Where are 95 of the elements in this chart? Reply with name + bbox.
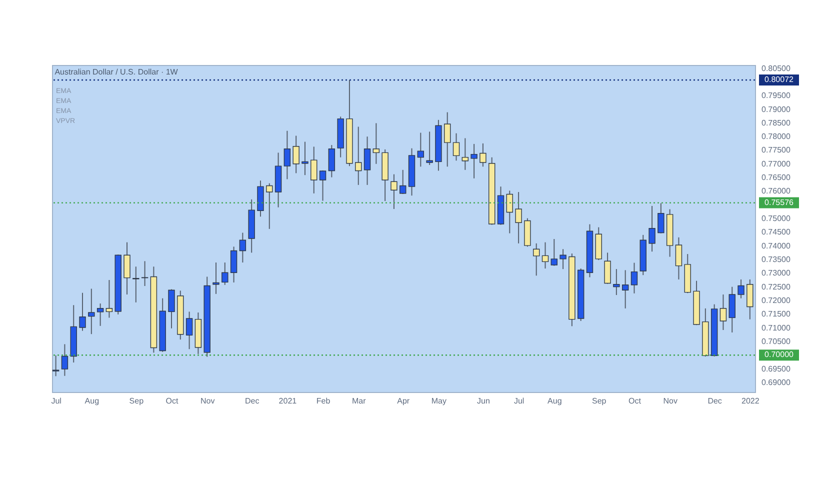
- y-tick-label: 0.74500: [762, 228, 791, 237]
- y-tick-label: 0.72000: [762, 296, 791, 305]
- candlestick: [239, 232, 246, 264]
- candlestick: [364, 136, 371, 186]
- ref-line-label: 0.70000: [764, 350, 794, 360]
- candlestick: [542, 242, 549, 270]
- y-tick-label: 0.79500: [762, 91, 791, 100]
- candlestick: [132, 266, 140, 303]
- candlestick: [106, 279, 113, 318]
- y-tick-label: 0.69000: [762, 378, 791, 387]
- y-tick-label: 0.79000: [762, 104, 791, 114]
- candlestick: [720, 294, 727, 330]
- candlestick: [675, 236, 682, 280]
- y-tick-label: 0.71500: [762, 310, 791, 319]
- x-tick-label: Oct: [166, 396, 179, 406]
- candlestick: [604, 252, 611, 284]
- y-tick-label: 0.76000: [762, 186, 791, 196]
- x-tick-label: Mar: [352, 396, 366, 406]
- candlestick: [648, 205, 656, 252]
- y-tick-label: 0.77000: [762, 159, 791, 168]
- ref-line-label: 0.80072: [764, 74, 794, 84]
- candlestick: [212, 262, 220, 294]
- x-tick-label: 2022: [742, 396, 760, 406]
- candlestick: [88, 288, 95, 335]
- candlestick: [141, 260, 148, 287]
- candlestick: [622, 270, 629, 309]
- x-tick-label: Jul: [514, 396, 524, 406]
- x-tick-label: Sep: [592, 396, 607, 406]
- candlestick: [532, 242, 540, 276]
- y-tick-label: 0.72500: [762, 282, 791, 292]
- y-tick-label: 0.77500: [762, 146, 791, 155]
- x-tick-label: Oct: [628, 396, 642, 406]
- candlestick: [292, 135, 300, 174]
- candlestick: [738, 278, 744, 299]
- x-tick-label: Dec: [244, 396, 260, 406]
- x-tick-label: May: [431, 396, 447, 406]
- candlestick: [417, 132, 424, 168]
- x-tick-label: Aug: [84, 396, 100, 406]
- candlestick: [79, 292, 86, 332]
- candlestick: [400, 169, 406, 194]
- y-tick-label: 0.73000: [762, 268, 791, 278]
- x-tick-label: Feb: [316, 396, 331, 406]
- candlestick: [230, 246, 238, 283]
- y-tick-label: 0.75000: [762, 214, 791, 224]
- candlestick: [515, 192, 522, 244]
- x-tick-label: Sep: [129, 396, 144, 406]
- candlestick: [124, 242, 130, 295]
- y-tick-label: 0.78000: [762, 132, 791, 142]
- candlestick: [480, 142, 486, 168]
- y-tick-label: 0.78500: [762, 118, 791, 128]
- candlestick: [728, 286, 736, 333]
- candlestick: [506, 190, 513, 234]
- x-tick-label: Jun: [477, 396, 490, 406]
- candlestick: [319, 170, 326, 202]
- candlestick: [310, 146, 318, 194]
- ref-line-label: 0.75576: [764, 198, 794, 207]
- candlestick: [746, 278, 754, 320]
- x-tick-label: Apr: [397, 396, 410, 406]
- candlestick: [426, 131, 433, 166]
- chart-title: Australian Dollar / U.S. Dollar · 1W: [54, 67, 178, 76]
- candlestick: [61, 344, 68, 376]
- y-tick-label: 0.74000: [762, 241, 791, 250]
- candlestick: [168, 288, 175, 329]
- candlestick: [658, 202, 664, 234]
- y-tick-label: 0.80500: [762, 64, 791, 73]
- candlestick: [186, 311, 193, 350]
- candlestick: [613, 268, 620, 296]
- x-tick-label: 2021: [278, 396, 298, 406]
- candlestick: [462, 138, 469, 170]
- x-tick-label: Jul: [51, 396, 62, 406]
- x-tick-label: Aug: [548, 396, 562, 406]
- y-tick-label: 0.71000: [762, 323, 791, 332]
- x-tick-label: Dec: [708, 396, 722, 406]
- candlestick: [444, 112, 451, 168]
- y-tick-label: 0.73500: [762, 255, 791, 264]
- candlestick: [222, 262, 228, 286]
- candlestick: [355, 126, 362, 186]
- candlestick: [52, 354, 60, 377]
- candlestick: [390, 174, 398, 210]
- candlestick: [266, 182, 273, 230]
- candlestick: [96, 302, 104, 326]
- candlestick: [328, 144, 336, 178]
- x-tick-label: Nov: [200, 396, 215, 406]
- y-tick-label: 0.76500: [762, 173, 791, 182]
- y-tick-label: 0.69500: [762, 364, 791, 374]
- x-tick-label: Nov: [663, 396, 678, 406]
- candlestick: [630, 262, 638, 294]
- candlestick: [284, 130, 291, 180]
- candlestick: [550, 238, 558, 266]
- candlestick: [452, 132, 460, 162]
- candlestick: [560, 248, 566, 270]
- candlestick: [470, 143, 478, 179]
- candlestick: [302, 141, 308, 176]
- y-tick-label: 0.70500: [762, 336, 791, 346]
- candlestick: [372, 122, 380, 164]
